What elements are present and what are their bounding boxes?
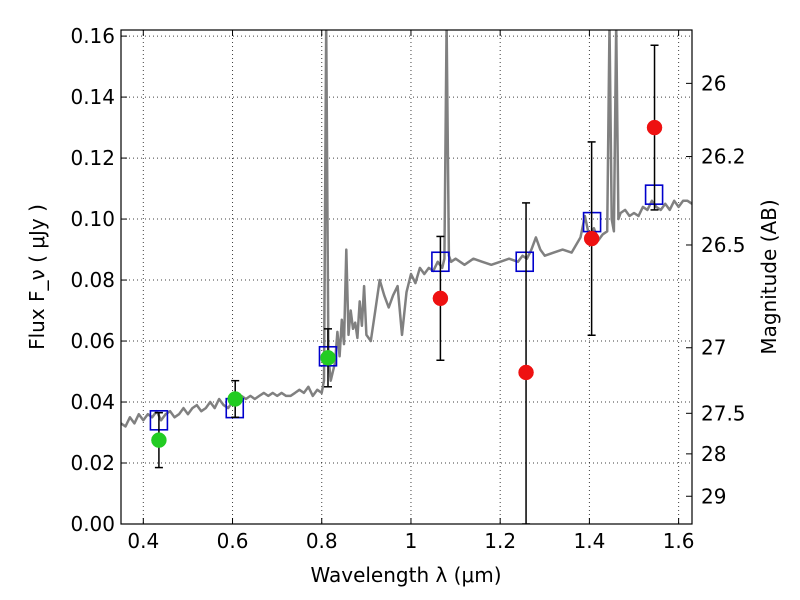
x-axis-title: Wavelength λ (μm) [310, 563, 501, 587]
y-tick-label: 0.08 [70, 268, 115, 292]
photometry-point [227, 391, 243, 407]
y-tick-label: 0.00 [70, 512, 115, 536]
photometry-point [583, 230, 600, 247]
x-tick-label: 1.6 [663, 529, 695, 553]
y-axis-title: Flux F_ν ( μJy ) [25, 204, 49, 350]
y-tick-label: 0.10 [70, 207, 115, 231]
y2-axis-title: Magnitude (AB) [757, 199, 781, 354]
photometry-point [432, 290, 449, 307]
axis-ticks: 0.4 0.6 0.8 1 1.2 1.4 1.6 0.00 0.02 0.04 0.06 0.08 0… [70, 24, 745, 553]
y2-tick-label: 27.5 [701, 401, 746, 425]
photometry-point [518, 364, 534, 381]
y2-tick-label: 26.5 [701, 233, 746, 257]
x-tick-label: 0.6 [217, 529, 249, 553]
y-tick-label: 0.14 [70, 85, 115, 109]
y-tick-label: 0.04 [70, 390, 115, 414]
y2-tick-label: 26.2 [701, 145, 746, 169]
y2-tick-label: 29 [701, 484, 726, 508]
x-tick-label: 1.2 [484, 529, 516, 553]
spectrum-line [121, 30, 692, 428]
photometry-point [320, 350, 336, 366]
x-tick-label: 1 [405, 529, 418, 553]
y-tick-label: 0.02 [70, 451, 115, 475]
plot-area [121, 30, 692, 524]
y-tick-label: 0.06 [70, 329, 115, 353]
y2-tick-label: 28 [701, 442, 726, 466]
y2-tick-label: 27 [701, 336, 726, 360]
model-photometry-square [515, 251, 535, 273]
x-tick-label: 0.8 [306, 529, 338, 553]
y-tick-label: 0.12 [70, 146, 115, 170]
y-tick-label: 0.16 [70, 24, 115, 48]
photometry-point [646, 119, 663, 136]
photometry-point [151, 432, 167, 448]
y2-tick-label: 26 [701, 71, 726, 95]
axes-frame [120, 29, 693, 525]
x-tick-label: 0.4 [127, 529, 159, 553]
x-tick-label: 1.4 [573, 529, 605, 553]
